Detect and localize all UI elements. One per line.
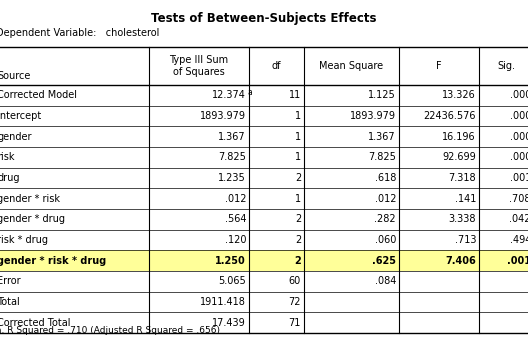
Text: .708: .708 bbox=[510, 194, 528, 204]
Bar bbox=[0, 250, 528, 271]
Text: .001: .001 bbox=[507, 256, 528, 266]
Text: Intercept: Intercept bbox=[0, 111, 41, 121]
Text: Tests of Between-Subjects Effects: Tests of Between-Subjects Effects bbox=[151, 12, 377, 25]
Text: 1: 1 bbox=[295, 194, 301, 204]
Text: .012: .012 bbox=[374, 194, 396, 204]
Text: .084: .084 bbox=[375, 276, 396, 286]
Text: 1893.979: 1893.979 bbox=[200, 111, 246, 121]
Text: 17.439: 17.439 bbox=[212, 318, 246, 328]
Text: 16.196: 16.196 bbox=[442, 132, 476, 142]
Text: risk: risk bbox=[0, 152, 14, 162]
Text: gender * drug: gender * drug bbox=[0, 214, 65, 224]
Text: gender * risk * drug: gender * risk * drug bbox=[0, 256, 106, 266]
Text: 7.825: 7.825 bbox=[218, 152, 246, 162]
Text: drug: drug bbox=[0, 173, 20, 183]
Text: Corrected Model: Corrected Model bbox=[0, 90, 77, 100]
Text: Error: Error bbox=[0, 276, 21, 286]
Text: 1.367: 1.367 bbox=[219, 132, 246, 142]
Text: 22436.576: 22436.576 bbox=[423, 111, 476, 121]
Text: .000: .000 bbox=[510, 132, 528, 142]
Text: Mean Square: Mean Square bbox=[319, 61, 383, 71]
Text: .141: .141 bbox=[455, 194, 476, 204]
Text: df: df bbox=[272, 61, 281, 71]
Text: 5.065: 5.065 bbox=[218, 276, 246, 286]
Text: gender: gender bbox=[0, 132, 32, 142]
Text: .060: .060 bbox=[375, 235, 396, 245]
Text: risk * drug: risk * drug bbox=[0, 235, 48, 245]
Text: Dependent Variable:   cholesterol: Dependent Variable: cholesterol bbox=[0, 28, 159, 38]
Text: Type III Sum
of Squares: Type III Sum of Squares bbox=[169, 55, 229, 77]
Text: 1: 1 bbox=[295, 152, 301, 162]
Text: 72: 72 bbox=[288, 297, 301, 307]
Text: 7.318: 7.318 bbox=[448, 173, 476, 183]
Text: 3.338: 3.338 bbox=[448, 214, 476, 224]
Text: 60: 60 bbox=[289, 276, 301, 286]
Text: gender * risk: gender * risk bbox=[0, 194, 60, 204]
Text: 92.699: 92.699 bbox=[442, 152, 476, 162]
Text: .000: .000 bbox=[510, 90, 528, 100]
Text: .120: .120 bbox=[224, 235, 246, 245]
Text: 1.250: 1.250 bbox=[215, 256, 246, 266]
Text: .000: .000 bbox=[510, 152, 528, 162]
Text: 71: 71 bbox=[289, 318, 301, 328]
Text: a. R Squared = .710 (Adjusted R Squared = .656): a. R Squared = .710 (Adjusted R Squared … bbox=[0, 326, 220, 335]
Text: Source: Source bbox=[0, 71, 31, 81]
Text: 12.374: 12.374 bbox=[212, 90, 246, 100]
Text: 1.125: 1.125 bbox=[368, 90, 396, 100]
Text: 11: 11 bbox=[289, 90, 301, 100]
Text: .625: .625 bbox=[372, 256, 396, 266]
Text: .494: .494 bbox=[510, 235, 528, 245]
Text: .713: .713 bbox=[455, 235, 476, 245]
Text: .012: .012 bbox=[224, 194, 246, 204]
Text: .564: .564 bbox=[224, 214, 246, 224]
Text: 2: 2 bbox=[295, 235, 301, 245]
Text: .001: .001 bbox=[510, 173, 528, 183]
Text: 1.235: 1.235 bbox=[218, 173, 246, 183]
Text: 7.825: 7.825 bbox=[368, 152, 396, 162]
Text: 1.367: 1.367 bbox=[369, 132, 396, 142]
Text: 1911.418: 1911.418 bbox=[200, 297, 246, 307]
Text: .282: .282 bbox=[374, 214, 396, 224]
Text: 2: 2 bbox=[295, 214, 301, 224]
Text: .042: .042 bbox=[510, 214, 528, 224]
Text: F: F bbox=[436, 61, 442, 71]
Text: 1893.979: 1893.979 bbox=[350, 111, 396, 121]
Text: a: a bbox=[247, 88, 252, 97]
Text: 1: 1 bbox=[295, 132, 301, 142]
Text: 2: 2 bbox=[294, 256, 301, 266]
Text: .618: .618 bbox=[375, 173, 396, 183]
Text: .000: .000 bbox=[510, 111, 528, 121]
Text: Total: Total bbox=[0, 297, 20, 307]
Text: Corrected Total: Corrected Total bbox=[0, 318, 71, 328]
Text: 2: 2 bbox=[295, 173, 301, 183]
Text: 1: 1 bbox=[295, 111, 301, 121]
Text: 13.326: 13.326 bbox=[442, 90, 476, 100]
Text: Sig.: Sig. bbox=[497, 61, 515, 71]
Text: 7.406: 7.406 bbox=[445, 256, 476, 266]
